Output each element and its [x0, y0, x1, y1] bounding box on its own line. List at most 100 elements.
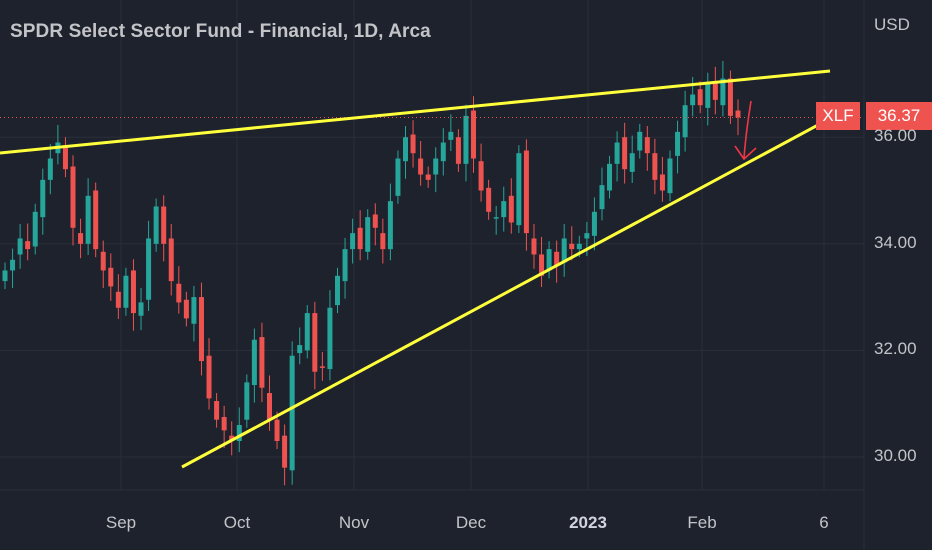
chart-title: SPDR Select Sector Fund - Financial, 1D,…: [10, 21, 431, 42]
candle-body: [108, 267, 114, 287]
candle-body: [266, 393, 272, 420]
y-tick-label: 30.00: [874, 446, 917, 465]
candle-body: [697, 89, 703, 106]
candle-body: [123, 275, 129, 308]
candle-body: [735, 110, 741, 118]
candle-body: [712, 81, 718, 100]
candle-body: [667, 158, 673, 194]
candle-body: [62, 145, 68, 170]
currency-label: USD: [874, 15, 910, 34]
candle-body: [403, 137, 409, 162]
down-arrow: [743, 100, 752, 159]
candle-body: [259, 337, 265, 388]
candle-body: [350, 233, 356, 250]
candle-body: [644, 137, 650, 154]
candle-body: [425, 174, 431, 180]
y-tick-label: 32.00: [874, 339, 917, 359]
candle-body: [682, 105, 688, 138]
candle-body: [304, 313, 310, 351]
candle-body: [297, 345, 303, 354]
candle-body: [531, 238, 537, 255]
candle-body: [168, 238, 174, 282]
candle-body: [591, 211, 597, 236]
candle-body: [357, 227, 363, 250]
candle-body: [690, 94, 696, 106]
y-tick-label: 34.00: [874, 232, 917, 252]
candle-body: [130, 270, 136, 314]
candle-body: [561, 238, 567, 263]
x-tick-label: Dec: [455, 513, 487, 532]
y-tick-label: 36.00: [874, 126, 917, 146]
candle-body: [614, 142, 620, 164]
candle-body: [410, 134, 416, 154]
x-tick-label: Sep: [105, 513, 137, 532]
candle-body: [138, 302, 144, 316]
candle-body: [312, 313, 318, 372]
candle-body: [100, 251, 106, 271]
candle-body: [599, 185, 605, 210]
candle-body: [516, 153, 522, 226]
candle-body: [705, 83, 711, 108]
candle-body: [463, 115, 469, 164]
candle-body: [274, 419, 280, 442]
candle-body: [727, 78, 733, 116]
candle-body: [334, 275, 340, 306]
candle-body: [78, 233, 84, 244]
candle-body: [17, 238, 23, 255]
candle-body: [380, 233, 386, 250]
candle-body: [221, 417, 227, 431]
candle-body: [607, 163, 613, 191]
candle-body: [289, 355, 295, 471]
candle-body: [70, 166, 76, 228]
candle-body: [282, 435, 288, 468]
candle-body: [47, 158, 53, 180]
candle-body: [10, 259, 16, 271]
x-tick-label: 2023: [569, 513, 607, 532]
candle-body: [523, 150, 529, 234]
candle-body: [85, 195, 91, 244]
x-tick-label: Nov: [338, 513, 370, 532]
candle-body: [659, 174, 665, 191]
candle-body: [569, 243, 575, 250]
candle-body: [539, 254, 545, 276]
candle-body: [214, 401, 220, 420]
candle-body: [493, 217, 499, 219]
candle-body: [546, 249, 552, 271]
candle-body: [387, 201, 393, 250]
candle-body: [448, 131, 454, 140]
candle-body: [584, 233, 590, 239]
candle-body: [637, 131, 643, 151]
last-price-badge: 36.37: [866, 102, 932, 130]
candle-body: [32, 211, 38, 247]
candle-body: [395, 158, 401, 196]
candle-body: [629, 153, 635, 172]
candle-body: [319, 366, 325, 368]
down-arrow-head: [734, 145, 757, 161]
candle-body: [720, 78, 726, 106]
candle-body: [206, 355, 212, 399]
support-trendline: [181, 123, 819, 469]
candle-body: [229, 435, 235, 442]
candle-body: [153, 206, 159, 244]
candle-body: [554, 251, 560, 266]
candle-body: [2, 270, 8, 282]
candle-body: [176, 283, 182, 303]
candle-body: [191, 297, 197, 324]
candle-body: [25, 241, 31, 250]
x-tick-label: Feb: [687, 513, 717, 532]
candle-body: [652, 153, 658, 180]
candle-body: [365, 217, 371, 252]
candle-body: [372, 214, 378, 228]
candle-body: [440, 142, 446, 162]
candle-body: [478, 161, 484, 191]
candle-body: [93, 190, 99, 250]
candle-body: [455, 137, 461, 164]
candle-body: [486, 187, 492, 212]
candle-body: [236, 425, 242, 442]
symbol-badge: XLF: [816, 102, 860, 130]
candle-body: [146, 238, 152, 300]
candle-body: [622, 137, 628, 170]
resistance-trendline: [0, 69, 831, 155]
